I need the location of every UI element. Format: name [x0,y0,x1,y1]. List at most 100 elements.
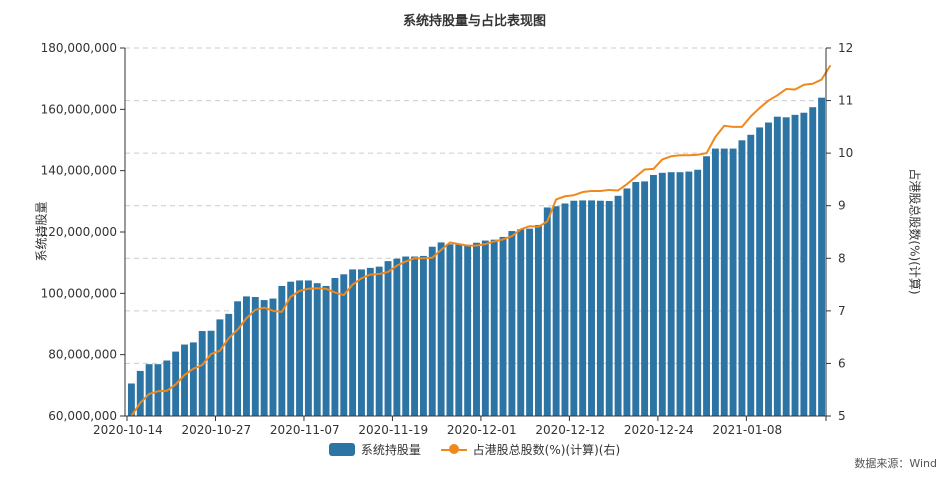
y-right-tick-label: 9 [838,199,846,213]
bar [402,256,410,416]
bar [720,148,728,416]
bar [163,360,171,416]
bar [446,244,454,416]
y-right-tick-label: 6 [838,356,846,370]
line-series [130,64,832,417]
bar [561,203,569,416]
y-right-tick-label: 5 [838,409,846,423]
bar [278,285,286,416]
bar [145,364,153,416]
bar [384,261,392,416]
bar [260,300,268,416]
data-source-note: 数据来源：Wind [854,457,937,470]
bar [375,266,383,416]
bar [481,240,489,416]
x-tick-label: 2020-12-01 [447,423,517,437]
bar [455,244,463,416]
legend-line-swatch [440,443,467,456]
bar [605,201,613,416]
legend: 系统持股量 占港股总股数(%)(计算)(右) [0,441,949,458]
bar [269,298,277,416]
bar [791,114,799,416]
bar [287,281,295,416]
bar [358,269,365,416]
y-left-tick-label: 180,000,000 [41,41,117,55]
bar [747,134,755,417]
y-right-tick-label: 7 [838,304,846,318]
chart-title: 系统持股量与占比表现图 [402,14,546,29]
bar [428,246,436,416]
axes: 60,000,000 80,000,000 100,000,000 120,000,0… [41,41,854,437]
y-left-tick-label: 80,000,000 [48,348,117,362]
bar [490,239,498,416]
bar [207,330,215,416]
bar [552,206,560,416]
bar [809,107,817,416]
line-path [130,64,832,417]
legend-bar-label: 系统持股量 [360,443,421,457]
y-right-tick-label: 8 [838,251,846,265]
bar [251,297,259,416]
bar [331,278,339,416]
bar [641,181,649,416]
bar [517,229,525,416]
bar [499,236,507,416]
bar [366,267,374,416]
bar [216,319,224,416]
bar [667,172,675,416]
bar [154,364,162,416]
y-right-tick-label: 12 [838,41,853,55]
bar [136,370,144,416]
bar [127,383,135,416]
bar [464,244,472,416]
y-left-tick-label: 140,000,000 [41,164,117,178]
y-left-tick-label: 100,000,000 [41,286,117,300]
bar [765,122,772,417]
bar [181,344,188,416]
bar [729,148,737,416]
y-left-tick-label: 60,000,000 [48,409,117,423]
bar [703,156,710,416]
bar [588,200,595,416]
bar [685,171,693,416]
bar [676,172,684,416]
x-tick-label: 2020-11-19 [358,423,428,437]
bar [296,280,303,416]
bar [650,174,657,416]
bar [570,200,578,416]
bar [313,283,321,416]
bar [596,200,604,416]
bar [437,242,445,416]
bar [543,207,551,416]
legend-item-line[interactable]: 占港股总股数(%)(计算)(右) [440,441,620,458]
bar [473,242,480,416]
x-tick-label: 2021-01-08 [712,423,782,437]
legend-bar-swatch [328,443,355,456]
bar [782,117,790,416]
bar [773,116,781,416]
y-right-tick-label: 10 [838,146,853,160]
bar [579,200,587,416]
bar [304,280,312,416]
bar [322,285,330,416]
legend-item-bar[interactable]: 系统持股量 [328,441,421,458]
bar [198,331,206,416]
x-tick-label: 2020-12-24 [624,423,694,437]
x-tick-label: 2020-11-07 [270,423,340,437]
y-left-tick-label: 160,000,000 [41,102,117,116]
bar [189,342,197,416]
bar [632,182,640,416]
x-tick-label: 2020-12-12 [535,423,605,437]
bar [818,97,826,417]
bar [800,112,808,417]
bar [756,127,764,417]
bar-series [127,97,826,417]
bar [658,172,666,416]
y-left-tick-label: 120,000,000 [41,225,117,239]
bar [738,140,746,416]
bar [243,296,250,416]
bar [526,228,534,416]
x-tick-label: 2020-10-27 [181,423,251,437]
bar [419,255,427,416]
